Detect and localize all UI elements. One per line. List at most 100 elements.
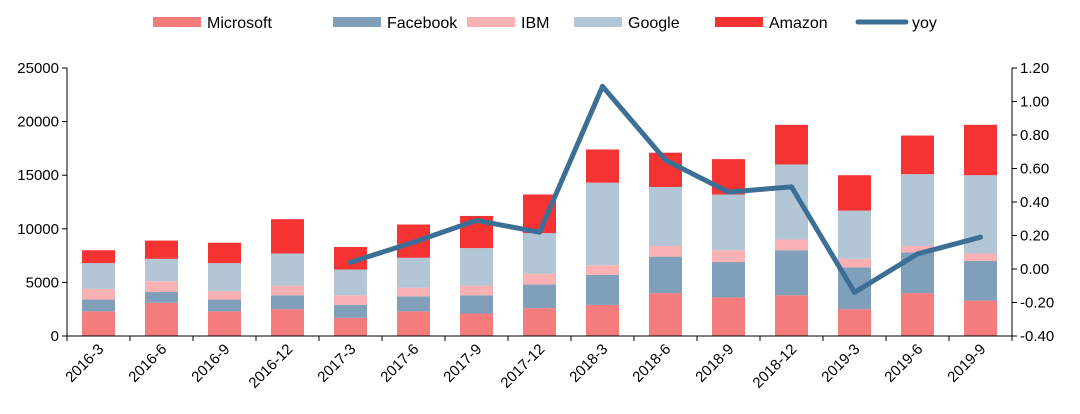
x-tick-label: 2017-6 [377,341,422,386]
bar-ibm-2016-12 [271,285,304,296]
y-right-tick-label: 0.00 [1020,261,1049,278]
yoy-point-2019-9 [978,234,983,240]
bar-facebook-2017-6 [397,296,430,312]
bar-facebook-2016-6 [145,292,178,303]
bar-ibm-2016-9 [208,290,241,300]
bar-ibm-2017-3 [334,295,367,305]
bar-google-2016-12 [271,253,304,286]
legend-swatch-facebook [333,17,381,27]
x-tick-label: 2018-9 [692,341,737,386]
legend-swatch-microsoft [153,17,201,27]
x-tick-label: 2019-9 [944,341,989,386]
y-right-tick-label: 1.20 [1020,60,1049,77]
bar-amazon-2019-3 [838,175,871,211]
bar-microsoft-2016-9 [208,311,241,336]
yoy-point-2017-12 [537,229,542,235]
legend-label-ibm: IBM [521,15,549,32]
y-left-tick-label: 15000 [17,167,59,184]
bar-ibm-2017-12 [523,273,556,285]
bar-amazon-2016-9 [208,242,241,264]
bar-google-2016-9 [208,263,241,291]
bar-google-2016-6 [145,258,178,282]
bar-google-2017-3 [334,269,367,296]
yoy-point-2019-6 [915,251,920,257]
bar-google-2017-12 [523,233,556,274]
bar-microsoft-2016-3 [82,311,115,336]
y-right-tick-label: 0.20 [1020,228,1049,245]
bar-microsoft-2019-6 [901,293,934,336]
legend-swatch-ibm [467,17,515,27]
bar-ibm-2018-9 [712,250,745,263]
bar-facebook-2018-9 [712,262,745,298]
x-tick-label: 2017-3 [314,341,359,386]
bar-google-2018-9 [712,194,745,251]
bar-ibm-2018-12 [775,239,808,251]
x-tick-label: 2017-9 [440,341,485,386]
y-left-tick-label: 0 [51,328,59,345]
legend: Microsoft Facebook IBM Google Amazon yoy [153,15,937,32]
yoy-line-group [348,83,983,295]
bar-ibm-2018-3 [586,265,619,275]
bar-microsoft-2018-3 [586,304,619,336]
legend-label-yoy: yoy [912,15,937,32]
bar-microsoft-2018-9 [712,297,745,336]
bar-facebook-2016-12 [271,295,304,310]
bar-ibm-2016-6 [145,281,178,293]
bar-google-2017-6 [397,257,430,288]
bar-amazon-2018-12 [775,124,808,165]
legend-label-facebook: Facebook [387,15,458,32]
bar-amazon-2019-6 [901,135,934,175]
bar-microsoft-2017-6 [397,311,430,336]
bar-google-2018-3 [586,182,619,266]
legend-label-google: Google [628,15,680,32]
x-tick-label: 2017-12 [497,341,548,392]
bar-microsoft-2016-12 [271,309,304,336]
bar-ibm-2017-6 [397,287,430,297]
bar-facebook-2017-9 [460,295,493,314]
y-right-tick-label: 0.80 [1020,127,1049,144]
yoy-point-2018-9 [726,189,731,195]
bar-google-2018-6 [649,186,682,246]
y-left-tick-label: 5000 [26,274,59,291]
bar-ibm-2016-3 [82,288,115,300]
legend-swatch-amazon [715,17,763,27]
bar-facebook-2018-12 [775,250,808,296]
bar-google-2019-3 [838,210,871,259]
bar-microsoft-2017-12 [523,308,556,336]
y-left-tick-label: 25000 [17,60,59,77]
x-tick-label: 2019-3 [818,341,863,386]
bar-amazon-2019-9 [964,124,997,176]
bar-microsoft-2016-6 [145,302,178,336]
bar-google-2017-9 [460,248,493,286]
yoy-point-2018-3 [600,83,605,89]
bar-facebook-2016-3 [82,299,115,312]
x-tick-label: 2016-3 [62,341,107,386]
bar-amazon-2016-12 [271,219,304,254]
bar-ibm-2018-6 [649,245,682,257]
y-right-tick-label: 1.00 [1020,94,1049,111]
bar-ibm-2019-3 [838,258,871,268]
x-tick-label: 2018-12 [749,341,800,392]
yoy-point-2017-6 [411,239,416,245]
x-tick-label: 2018-6 [629,341,674,386]
bar-facebook-2017-3 [334,304,367,318]
y-left-tick-label: 10000 [17,221,59,238]
bar-microsoft-2018-6 [649,293,682,336]
bar-google-2016-3 [82,263,115,289]
bar-microsoft-2019-3 [838,309,871,336]
y-right-tick-label: 0.40 [1020,194,1049,211]
y-right-tick-label: -0.20 [1020,295,1054,312]
y-left-tick-label: 20000 [17,114,59,131]
bar-facebook-2019-9 [964,260,997,301]
x-tick-label: 2016-12 [245,341,296,392]
bar-facebook-2016-9 [208,299,241,312]
bar-amazon-2016-3 [82,250,115,264]
legend-swatch-google [574,17,622,27]
bar-amazon-2018-3 [586,149,619,183]
bar-amazon-2016-6 [145,240,178,259]
bar-ibm-2019-6 [901,245,934,253]
bar-microsoft-2017-9 [460,313,493,336]
bar-microsoft-2017-3 [334,317,367,336]
x-tick-label: 2019-6 [881,341,926,386]
